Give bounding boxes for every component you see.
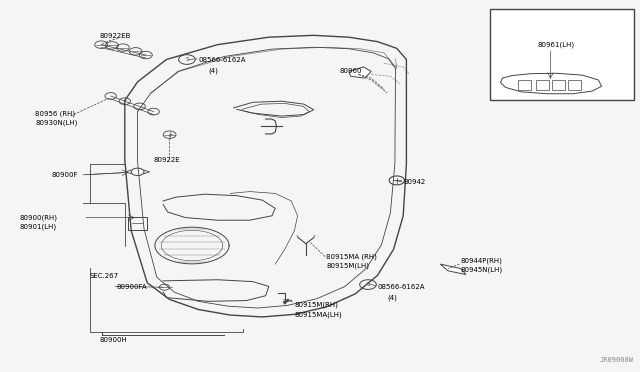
Bar bbox=[536, 80, 549, 90]
Polygon shape bbox=[500, 73, 602, 94]
Bar bbox=[518, 80, 531, 90]
Text: 80956 (RH): 80956 (RH) bbox=[35, 110, 76, 117]
Text: 80900FA: 80900FA bbox=[116, 284, 147, 290]
Text: S: S bbox=[366, 282, 370, 287]
Text: 80922EB: 80922EB bbox=[99, 33, 131, 39]
Text: 80960: 80960 bbox=[339, 68, 362, 74]
Text: S: S bbox=[185, 57, 189, 62]
Text: (4): (4) bbox=[208, 67, 218, 74]
Text: 80915M(RH): 80915M(RH) bbox=[294, 302, 339, 308]
Text: 80900F: 80900F bbox=[51, 172, 77, 178]
Text: 80901(LH): 80901(LH) bbox=[19, 224, 56, 230]
Text: 08566-6162A: 08566-6162A bbox=[198, 57, 246, 63]
Text: SEC.267: SEC.267 bbox=[90, 273, 119, 279]
Text: 80900(RH): 80900(RH) bbox=[19, 214, 57, 221]
Text: 80922E: 80922E bbox=[154, 157, 180, 163]
Text: (4): (4) bbox=[387, 294, 397, 301]
Bar bbox=[490, 9, 634, 100]
Bar bbox=[128, 217, 147, 230]
Text: 80915MA(LH): 80915MA(LH) bbox=[294, 311, 342, 318]
Polygon shape bbox=[349, 67, 371, 78]
Text: JR09008W: JR09008W bbox=[600, 357, 634, 363]
Text: 80915MA (RH): 80915MA (RH) bbox=[326, 253, 377, 260]
Text: 80944P(RH): 80944P(RH) bbox=[461, 257, 502, 264]
Text: 80961(LH): 80961(LH) bbox=[538, 41, 575, 48]
Text: 80915M(LH): 80915M(LH) bbox=[326, 263, 369, 269]
Text: 08566-6162A: 08566-6162A bbox=[378, 284, 425, 290]
Text: 80930N(LH): 80930N(LH) bbox=[35, 119, 77, 126]
Polygon shape bbox=[284, 299, 289, 304]
Text: 80900H: 80900H bbox=[99, 337, 127, 343]
Text: 80942: 80942 bbox=[403, 179, 426, 185]
Polygon shape bbox=[440, 264, 466, 275]
Bar bbox=[552, 80, 565, 90]
Bar bbox=[568, 80, 581, 90]
Text: 80945N(LH): 80945N(LH) bbox=[461, 266, 503, 273]
